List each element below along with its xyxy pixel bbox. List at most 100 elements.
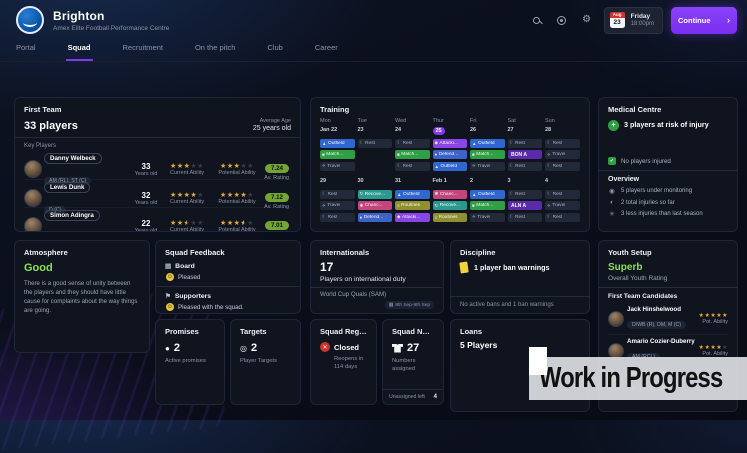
session-label: Outfield bbox=[477, 140, 495, 146]
training-session-routines[interactable]: ≡ Routines bbox=[395, 201, 430, 210]
training-session-fixture[interactable]: BON A bbox=[507, 150, 542, 159]
candidate-row[interactable]: Jack Hinshelwood D/WB (R), DM, M (C) ★★★… bbox=[608, 303, 728, 334]
years-label: Years old bbox=[134, 227, 158, 232]
training-week-cell: 30 ↻ Recove... ✱ Chanc... ● Defend... bbox=[357, 178, 392, 229]
training-session-travel[interactable]: ✈ Travel bbox=[320, 201, 355, 210]
training-session-routines[interactable]: ≡ Routines bbox=[432, 212, 467, 222]
tab-club[interactable]: Club bbox=[267, 43, 283, 52]
registration-caption: Reopens in 114 days bbox=[334, 356, 364, 371]
competition-name: World Cup Quals (SAM) bbox=[320, 291, 387, 298]
atmosphere-status: Good bbox=[24, 262, 53, 274]
training-session-recovery[interactable]: ↻ Recove... bbox=[357, 189, 392, 199]
training-session-outfield[interactable]: ▲ Outfield bbox=[395, 189, 430, 199]
training-session-rest[interactable]: ☾ Rest bbox=[507, 161, 542, 171]
avg-age-value: 25 years old bbox=[252, 125, 291, 132]
key-player-row[interactable]: Lewis Dunk D (C) 32 Years old ★★★★★ Curren… bbox=[24, 179, 291, 214]
training-date: 24 bbox=[395, 127, 402, 133]
training-session-match[interactable]: ■ Match... bbox=[470, 150, 505, 159]
training-session-rest[interactable]: ☾ Rest bbox=[545, 138, 580, 148]
training-session-outfield[interactable]: ▲ Outfield bbox=[432, 161, 467, 171]
rest-icon: ☾ bbox=[509, 191, 514, 196]
training-session-attacking[interactable]: ◆ Attacki... bbox=[432, 138, 467, 148]
atmosphere-panel[interactable]: Atmosphere Good There is a good sense of… bbox=[14, 240, 150, 353]
rating-label: Av. Rating bbox=[264, 204, 289, 210]
targets-panel[interactable]: Targets ◎ 2 Player Targets bbox=[230, 319, 301, 405]
session-label: Chanc... bbox=[439, 191, 458, 197]
training-date: 2 bbox=[470, 178, 474, 184]
training-session-outfield[interactable]: ▲ Outfield bbox=[470, 138, 505, 148]
overview-item: 5 players under monitoring bbox=[621, 188, 693, 194]
club-crest[interactable] bbox=[16, 6, 44, 34]
training-session-rest[interactable]: ☾ Rest bbox=[395, 161, 430, 171]
training-session-travel[interactable]: ✈ Travel bbox=[470, 212, 505, 222]
internationals-panel[interactable]: Internationals 17 Players on internation… bbox=[310, 240, 444, 314]
training-session-travel[interactable]: ✈ Travel bbox=[320, 161, 355, 171]
session-label: Match... bbox=[476, 203, 494, 208]
attacking-icon: ◆ bbox=[397, 214, 401, 219]
training-session-rest[interactable]: ☾ Rest bbox=[320, 212, 355, 222]
medical-centre-panel[interactable]: Medical Centre + 3 players at risk of in… bbox=[598, 97, 738, 232]
training-session-rest[interactable]: ☾ Rest bbox=[507, 189, 542, 199]
training-session-match[interactable]: ■ Match... bbox=[470, 201, 505, 210]
tab-squad[interactable]: Squad bbox=[65, 40, 93, 61]
training-session-rest[interactable]: ☾ Rest bbox=[320, 189, 355, 199]
training-session-rest[interactable]: ☾ Rest bbox=[545, 189, 580, 199]
target-icon: ◎ bbox=[240, 343, 247, 353]
training-session-travel[interactable]: ✈ Travel bbox=[470, 161, 505, 171]
settings-gear-icon[interactable]: ⚙ bbox=[582, 14, 592, 25]
key-player-row[interactable]: Danny Welbeck AM (RL), ST (C) 33 Years ol… bbox=[24, 151, 291, 185]
training-session-recovery[interactable]: ↻ Recove... bbox=[432, 201, 467, 210]
first-team-panel[interactable]: First Team 33 players Average Age 25 yea… bbox=[14, 97, 301, 232]
training-session-travel[interactable]: ✈ Travel bbox=[545, 201, 580, 210]
pa-label: Potential Ability bbox=[218, 226, 256, 232]
tab-on-the-pitch[interactable]: On the pitch bbox=[194, 43, 236, 52]
squad-numbers-panel[interactable]: Squad Numbers 27 Numbers assigned Unassi… bbox=[382, 319, 444, 405]
training-session-outfield[interactable]: ▲ Outfield bbox=[320, 138, 355, 148]
search-icon[interactable] bbox=[529, 12, 545, 28]
promises-panel[interactable]: Promises ● 2 Active promises bbox=[155, 319, 225, 405]
outfield-icon: ▲ bbox=[472, 191, 477, 197]
training-session-rest[interactable]: ☾ Rest bbox=[357, 138, 392, 148]
chance-icon: ✱ bbox=[359, 202, 364, 208]
rest-icon: ☾ bbox=[547, 214, 552, 219]
training-session-rest[interactable]: ☾ Rest bbox=[395, 138, 430, 148]
tab-career[interactable]: Career bbox=[314, 43, 338, 52]
squad-registration-panel[interactable]: Squad Registration ✕ Closed Reopens in 11… bbox=[310, 319, 377, 405]
training-session-rest[interactable]: ☾ Rest bbox=[545, 212, 580, 222]
training-session-rest[interactable]: ☾ Rest bbox=[507, 138, 542, 148]
internationals-caption: Players on international duty bbox=[320, 276, 406, 283]
travel-icon: ✈ bbox=[547, 202, 551, 208]
training-session-chance[interactable]: ✱ Chanc... bbox=[432, 189, 467, 199]
training-session-rest[interactable]: ☾ Rest bbox=[507, 212, 542, 222]
notifications-icon[interactable] bbox=[554, 12, 570, 28]
training-session-travel[interactable]: ✈ Travel bbox=[545, 150, 580, 159]
calendar-day: 23 bbox=[613, 19, 621, 26]
continue-button[interactable]: Continue › bbox=[671, 6, 737, 34]
training-session-defending[interactable]: ● Defend... bbox=[357, 212, 392, 222]
training-session-defending[interactable]: ● Defend... bbox=[432, 150, 467, 159]
training-session-fixture[interactable]: ALN A bbox=[507, 201, 542, 210]
squad-feedback-panel[interactable]: Squad Feedback ▤ Board ☺ Pleased ⚑ Supporte… bbox=[155, 240, 301, 314]
discipline-panel[interactable]: Discipline 1 player ban warnings No acti… bbox=[450, 240, 590, 314]
potential-ability-stars: ★★★★★ bbox=[698, 344, 728, 351]
tab-portal[interactable]: Portal bbox=[16, 43, 36, 52]
numbers-title: Squad Numbers bbox=[392, 327, 434, 336]
training-session-attacking[interactable]: ◆ Attacki... bbox=[395, 212, 430, 222]
training-session-chance[interactable]: ✱ Chanc... bbox=[357, 201, 392, 210]
session-label: Rest bbox=[552, 140, 563, 146]
tab-recruitment[interactable]: Recruitment bbox=[122, 43, 163, 52]
avg-rating-badge: 7.12 bbox=[264, 193, 289, 202]
rest-icon: ☾ bbox=[509, 214, 514, 219]
training-session-match[interactable]: ■ Match... bbox=[320, 150, 355, 159]
training-session-match[interactable]: ■ Match... bbox=[395, 150, 430, 159]
ban-warning-text: 1 player ban warnings bbox=[474, 263, 550, 272]
candidate-name: Amario Cozier-Duberry bbox=[627, 338, 695, 345]
training-day-label: Wed bbox=[395, 118, 407, 124]
training-day-label: Fri bbox=[470, 118, 477, 124]
training-session-outfield[interactable]: ▲ Outfield bbox=[470, 189, 505, 199]
training-panel[interactable]: Training Mon Jan 22 ▲ Outfield ■ Match... ✈ Tra… bbox=[310, 97, 590, 232]
training-session-rest[interactable]: ☾ Rest bbox=[545, 161, 580, 171]
date-widget[interactable]: Aug 23 Friday 18:00pm bbox=[603, 6, 663, 34]
rest-icon: ☾ bbox=[509, 140, 514, 145]
